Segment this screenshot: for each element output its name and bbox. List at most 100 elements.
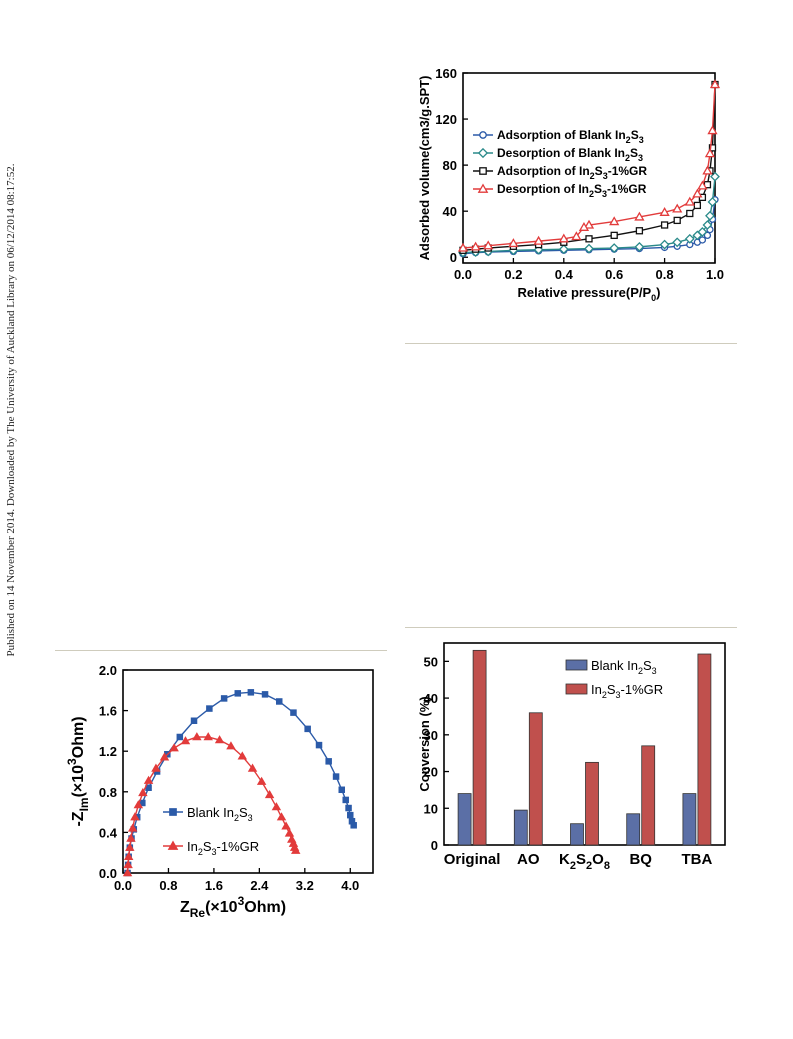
data-point	[708, 144, 717, 152]
data-point	[571, 231, 582, 241]
data-point	[659, 239, 670, 250]
data-point	[226, 741, 236, 750]
y-tick-label: 10	[424, 801, 438, 816]
y-tick-label: 2.0	[99, 663, 117, 678]
data-point	[684, 196, 695, 206]
data-point	[705, 210, 715, 221]
x-tick-label: 4.0	[341, 878, 359, 893]
data-point	[127, 823, 138, 832]
y-tick-label: 40	[424, 691, 438, 706]
data-point	[180, 736, 191, 745]
category-label: TBA	[681, 851, 712, 868]
divider-top-right-2	[405, 627, 737, 628]
data-point	[315, 741, 323, 749]
data-point	[635, 227, 644, 235]
data-point	[710, 171, 720, 182]
bar	[472, 649, 487, 846]
data-point	[350, 822, 357, 829]
data-point	[190, 717, 198, 725]
x-tick-label: 0.6	[605, 267, 623, 282]
data-point	[684, 233, 695, 244]
data-point	[347, 811, 354, 819]
x-axis-label: Relative pressure(P/P0)	[517, 285, 660, 303]
data-point	[126, 833, 136, 842]
x-axis-label: ZRe(×103Ohm)	[180, 894, 286, 920]
legend-marker	[169, 808, 177, 816]
data-point	[271, 802, 282, 811]
y-tick-label: 1.2	[99, 744, 117, 759]
y-tick-label: 30	[424, 728, 438, 743]
y-tick-label: 50	[424, 654, 438, 669]
data-point	[125, 842, 135, 851]
legend-label: Blank In2S3	[591, 658, 657, 676]
data-point	[237, 751, 248, 760]
data-point	[707, 125, 718, 135]
data-point	[304, 725, 311, 733]
data-point	[214, 735, 225, 744]
data-point	[247, 689, 255, 696]
data-point	[332, 773, 340, 780]
data-point	[508, 238, 519, 248]
bar	[513, 809, 528, 846]
x-tick-label: 0.8	[159, 878, 177, 893]
data-point	[709, 79, 721, 89]
data-point	[284, 828, 295, 837]
bar	[570, 823, 584, 846]
data-point	[609, 216, 620, 226]
legend-marker	[477, 183, 489, 193]
x-tick-label: 1.0	[706, 267, 724, 282]
data-point	[192, 732, 202, 741]
data-point	[583, 219, 595, 229]
bar	[457, 793, 472, 846]
legend-swatch	[565, 659, 588, 671]
bar	[585, 761, 599, 846]
data-point	[483, 240, 494, 250]
y-tick-label: 0.8	[99, 785, 117, 800]
legend-marker	[479, 167, 487, 175]
data-point	[672, 237, 683, 248]
legend-marker	[167, 840, 179, 850]
category-label: BQ	[629, 851, 652, 868]
y-tick-label: 0.4	[99, 825, 118, 840]
bar	[626, 813, 641, 846]
divider-top-right-1	[405, 343, 737, 344]
data-point	[290, 709, 297, 716]
x-tick-label: 0.4	[555, 267, 574, 282]
isotherm-plot-frame	[462, 72, 716, 264]
data-point	[673, 216, 681, 225]
category-label: K2S2O8	[559, 851, 610, 872]
data-point	[704, 148, 716, 158]
y-tick-label: 1.6	[99, 704, 117, 719]
data-point	[276, 812, 287, 821]
data-point	[634, 211, 645, 221]
y-axis-label: Adsorbed volume(cm3/g.SPT)	[417, 76, 432, 261]
divider-bottom-left	[55, 650, 387, 651]
data-point	[151, 763, 161, 772]
data-point	[176, 733, 184, 741]
data-point	[703, 231, 712, 240]
data-point	[584, 243, 594, 254]
x-tick-label: 1.6	[205, 878, 223, 893]
data-point	[143, 775, 154, 784]
data-point	[133, 800, 144, 809]
legend-label: Adsorption of Blank In2S3	[497, 128, 644, 145]
data-point	[660, 221, 669, 229]
x-tick-label: 3.2	[296, 878, 314, 893]
data-point	[702, 165, 713, 175]
y-tick-label: 0.0	[99, 866, 117, 881]
data-point	[220, 695, 228, 702]
data-point	[325, 758, 332, 765]
data-point	[206, 705, 213, 712]
legend-label: Blank In2S3	[187, 805, 253, 823]
y-tick-label: 80	[443, 158, 457, 173]
data-point	[256, 776, 267, 785]
data-point	[578, 221, 590, 231]
legend-label: In2S3-1%GR	[591, 682, 663, 700]
legend-label: Adsorption of In2S3-1%GR	[497, 164, 647, 181]
x-tick-label: 0.2	[504, 267, 522, 282]
y-axis-label: -ZIm(×103Ohm)	[65, 716, 91, 826]
data-point	[234, 690, 242, 697]
